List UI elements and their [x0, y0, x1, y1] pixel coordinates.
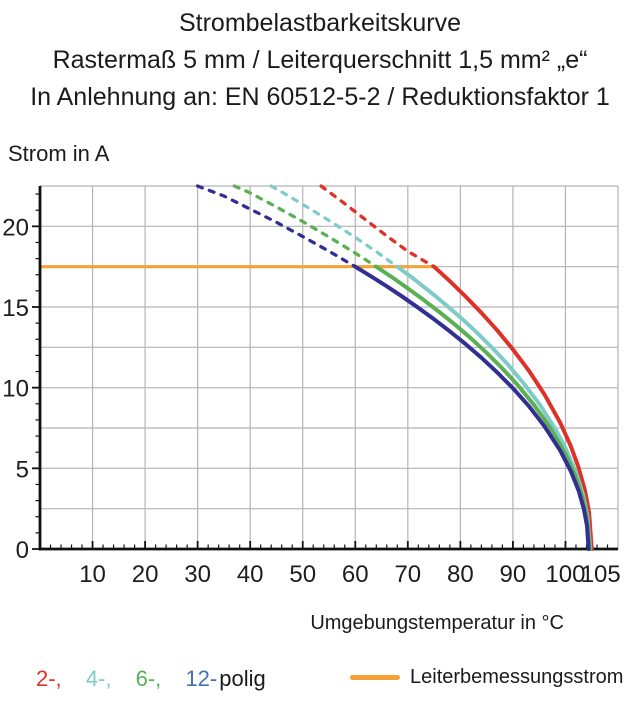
legend-4-polig: 4-, [85, 666, 112, 691]
curve-solid-2-polig [432, 264, 594, 551]
x-axis-label: Umgebungstemperatur in °C [310, 612, 564, 634]
rated-current-line-swatch [350, 675, 400, 680]
y-tick-label: 10 [2, 376, 29, 403]
axis-ticks [32, 193, 609, 550]
curve-dashed-6-polig [232, 184, 378, 269]
curve-dashed-2-polig [319, 184, 436, 269]
x-tick-label: 80 [447, 561, 474, 588]
x-tick-label: 10 [79, 561, 106, 588]
legend-polig-suffix: polig [219, 666, 266, 691]
y-tick-label: 15 [2, 295, 29, 322]
axes [38, 186, 618, 551]
poles-legend: 2-, 4-, 6-, 12-polig [36, 666, 266, 692]
x-tick-label: 90 [500, 561, 527, 588]
y-tick-label: 5 [16, 456, 29, 483]
title-line-1: Strombelastbarkeitskurve [178, 9, 462, 37]
series-curves [195, 184, 594, 551]
x-tick-label: 20 [132, 561, 159, 588]
curve-dashed-4-polig [269, 184, 399, 269]
legend-6-polig: 6-, [135, 666, 162, 691]
y-tick-label: 0 [16, 537, 29, 564]
curve-solid-12-polig [353, 264, 591, 551]
curve-solid-4-polig [395, 264, 593, 551]
rated-current-legend: Leiterbemessungsstrom [350, 666, 623, 689]
x-tick-label: 105 [581, 561, 621, 588]
y-tick-label: 20 [2, 214, 29, 241]
legend-12-polig: 12- [185, 666, 218, 691]
x-tick-label: 60 [342, 561, 369, 588]
x-tick-label: 40 [237, 561, 264, 588]
legend-2-polig: 2-, [36, 666, 62, 691]
y-axis-label: Strom in A [8, 141, 110, 166]
curve-dashed-12-polig [195, 184, 357, 269]
x-tick-label: 100 [545, 561, 585, 588]
title-line-3: In Anlehnung an: EN 60512-5-2 / Reduktio… [30, 83, 610, 111]
x-tick-label: 30 [184, 561, 211, 588]
rated-current-label: Leiterbemessungsstrom [410, 666, 624, 688]
title-line-2: Rastermaß 5 mm / Leiterquerschnitt 1,5 m… [52, 46, 588, 74]
x-tick-label: 50 [289, 561, 316, 588]
chart-title-block: Strombelastbarkeitskurve Rastermaß 5 mm … [0, 5, 640, 116]
x-tick-label: 70 [394, 561, 421, 588]
gridlines [40, 185, 619, 549]
